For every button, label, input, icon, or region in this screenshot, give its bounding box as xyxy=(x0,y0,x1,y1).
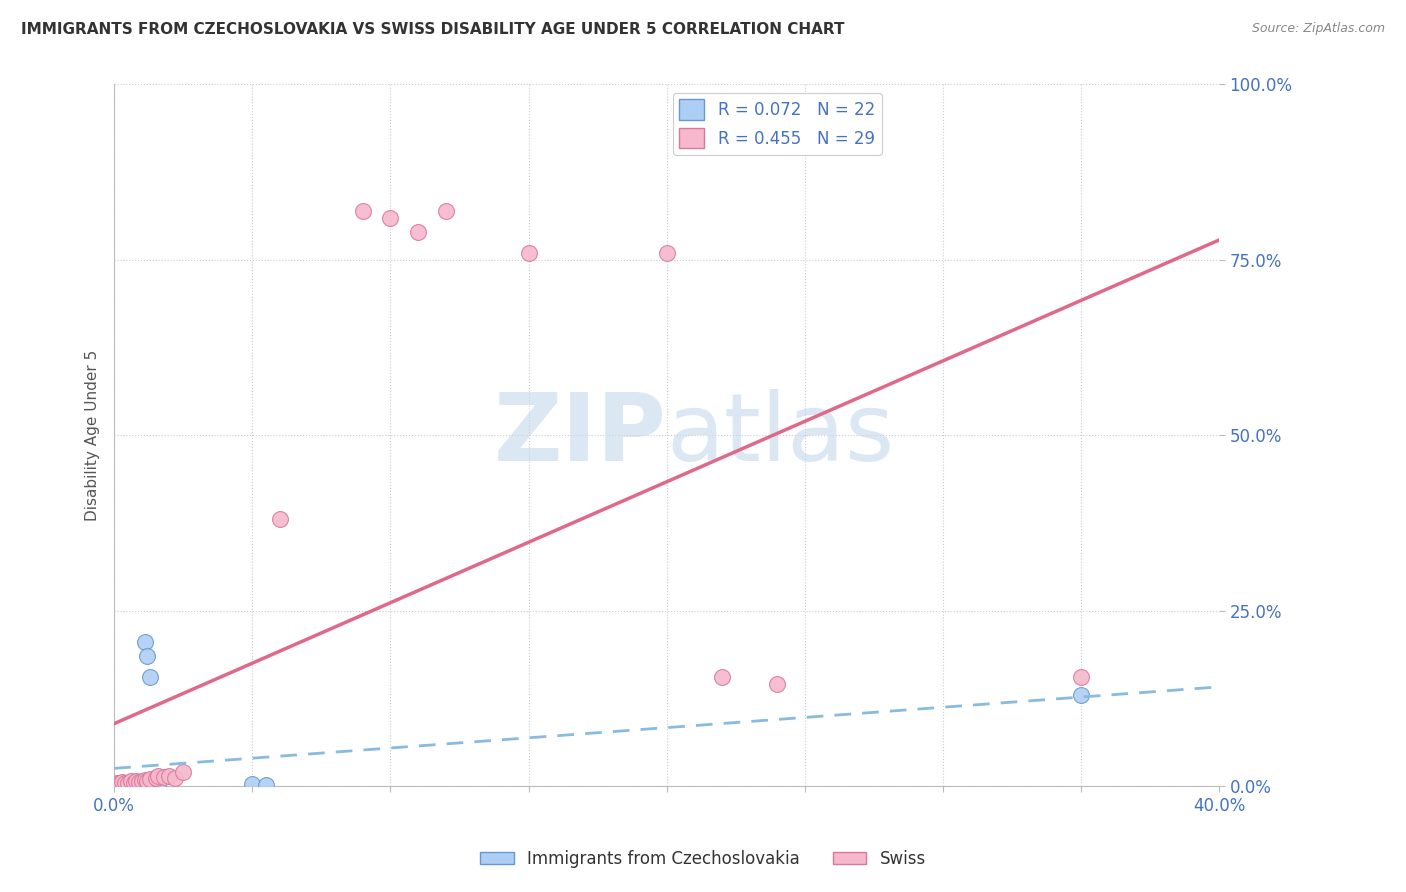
Point xyxy=(108,776,131,790)
Point xyxy=(134,772,156,787)
Point xyxy=(269,512,291,526)
Point xyxy=(136,773,159,788)
Point xyxy=(125,776,148,790)
Point xyxy=(131,777,153,791)
Legend: R = 0.072   N = 22, R = 0.455   N = 29: R = 0.072 N = 22, R = 0.455 N = 29 xyxy=(672,93,882,155)
Point xyxy=(710,670,733,684)
Point xyxy=(434,203,457,218)
Point xyxy=(117,777,139,791)
Text: IMMIGRANTS FROM CZECHOSLOVAKIA VS SWISS DISABILITY AGE UNDER 5 CORRELATION CHART: IMMIGRANTS FROM CZECHOSLOVAKIA VS SWISS … xyxy=(21,22,845,37)
Point xyxy=(122,775,145,789)
Point xyxy=(114,776,136,790)
Point xyxy=(148,778,170,792)
Point xyxy=(108,776,131,790)
Legend: Immigrants from Czechoslovakia, Swiss: Immigrants from Czechoslovakia, Swiss xyxy=(474,844,932,875)
Point xyxy=(148,769,170,783)
Point xyxy=(172,765,194,780)
Point xyxy=(114,778,136,792)
Point xyxy=(117,776,139,790)
Point xyxy=(139,670,162,684)
Point xyxy=(159,769,181,783)
Text: Source: ZipAtlas.com: Source: ZipAtlas.com xyxy=(1251,22,1385,36)
Point xyxy=(240,777,263,791)
Point xyxy=(1070,688,1092,702)
Point xyxy=(254,778,277,792)
Point xyxy=(120,774,142,789)
Point xyxy=(163,771,186,785)
Point xyxy=(766,677,789,691)
Point xyxy=(136,649,159,664)
Point xyxy=(128,775,150,789)
Text: ZIP: ZIP xyxy=(494,389,666,482)
Point xyxy=(406,225,429,239)
Point xyxy=(122,777,145,791)
Point xyxy=(114,775,136,789)
Point xyxy=(125,773,148,788)
Point xyxy=(153,770,176,784)
Point xyxy=(111,775,134,789)
Point xyxy=(145,777,167,791)
Point xyxy=(105,777,128,791)
Point xyxy=(111,777,134,791)
Y-axis label: Disability Age Under 5: Disability Age Under 5 xyxy=(86,350,100,521)
Point xyxy=(1070,670,1092,684)
Point xyxy=(517,245,540,260)
Point xyxy=(108,778,131,792)
Point xyxy=(134,635,156,649)
Point xyxy=(105,775,128,789)
Point xyxy=(380,211,402,225)
Point xyxy=(139,772,162,786)
Point xyxy=(145,771,167,785)
Text: atlas: atlas xyxy=(666,389,896,482)
Point xyxy=(352,203,374,218)
Point xyxy=(117,778,139,792)
Point xyxy=(131,774,153,789)
Point xyxy=(120,776,142,790)
Point xyxy=(655,245,678,260)
Point xyxy=(111,775,134,789)
Point xyxy=(128,778,150,792)
